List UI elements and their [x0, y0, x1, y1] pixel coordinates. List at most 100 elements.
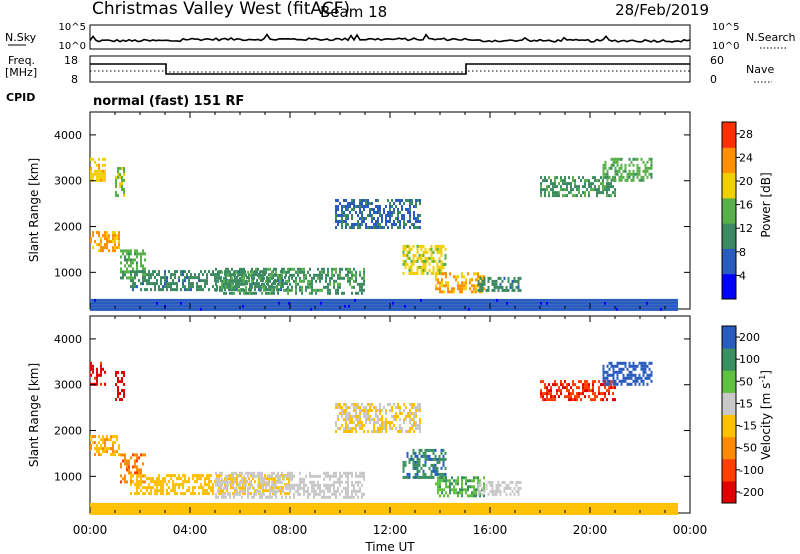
range-gate-cell: [90, 361, 92, 365]
range-gate-cell: [442, 460, 445, 464]
range-gate-cell: [371, 403, 373, 406]
range-gate-cell: [271, 276, 273, 280]
range-gate-cell: [354, 304, 356, 308]
range-gate-cell: [632, 373, 635, 377]
range-gate-cell: [227, 273, 229, 277]
range-gate-cell: [360, 304, 362, 308]
range-gate-cell: [311, 486, 313, 490]
range-gate-cell: [397, 403, 399, 406]
range-gate-cell: [479, 494, 481, 498]
range-gate-cell: [106, 450, 108, 454]
range-gate-cell: [452, 298, 454, 302]
range-gate-cell: [192, 502, 194, 506]
range-gate-cell: [347, 267, 349, 271]
range-gate-cell: [544, 176, 546, 180]
range-gate-cell: [526, 304, 528, 308]
range-gate-cell: [426, 271, 429, 275]
range-gate-cell: [614, 194, 616, 198]
range-gate-cell: [252, 511, 254, 515]
range-gate-cell: [616, 382, 619, 386]
range-gate-cell: [515, 480, 518, 484]
range-gate-cell: [292, 508, 294, 512]
range-gate-cell: [121, 377, 123, 380]
range-gate-cell: [128, 304, 130, 308]
range-gate-cell: [120, 267, 122, 271]
range-gate-cell: [132, 508, 134, 512]
range-gate-cell: [612, 178, 615, 182]
range-gate-cell: [353, 489, 355, 493]
range-gate-cell: [249, 285, 251, 289]
range-gate-cell: [168, 307, 170, 311]
range-gate-cell: [275, 474, 277, 478]
range-gate-cell: [365, 406, 367, 409]
range-gate-cell: [293, 486, 295, 490]
range-gate-cell: [104, 382, 106, 386]
range-gate-cell: [293, 495, 295, 499]
range-gate-cell: [307, 495, 309, 499]
range-gate-cell: [152, 511, 154, 515]
range-gate-cell: [501, 279, 504, 283]
range-gate-cell: [422, 475, 425, 479]
range-gate-cell: [243, 282, 245, 286]
range-gate-cell: [351, 471, 353, 475]
range-gate-cell: [251, 471, 253, 475]
range-gate-cell: [256, 301, 258, 305]
range-gate-cell: [144, 486, 146, 490]
range-gate-cell: [658, 307, 660, 311]
range-gate-cell: [422, 469, 425, 473]
range-gate-cell: [403, 202, 405, 205]
range-gate-cell: [154, 270, 156, 274]
range-gate-cell: [610, 301, 612, 305]
range-gate-cell: [98, 441, 100, 445]
range-gate-cell: [206, 307, 208, 311]
range-gate-cell: [265, 483, 267, 487]
range-gate-cell: [638, 298, 640, 302]
range-gate-cell: [437, 485, 439, 489]
range-gate-cell: [178, 279, 180, 283]
range-gate-cell: [624, 163, 627, 167]
range-gate-cell: [379, 409, 381, 412]
range-gate-cell: [136, 307, 138, 311]
range-gate-cell: [608, 367, 611, 371]
range-gate-cell: [215, 276, 217, 280]
range-gate-cell: [558, 301, 560, 305]
range-gate-cell: [602, 379, 605, 383]
range-gate-cell: [552, 383, 554, 387]
range-gate-cell: [184, 301, 186, 305]
range-gate-cell: [267, 474, 269, 478]
range-gate-cell: [436, 460, 439, 464]
range-gate-cell: [542, 301, 544, 305]
range-gate-cell: [434, 244, 437, 248]
range-gate-cell: [636, 172, 639, 176]
range-gate-cell: [122, 298, 124, 302]
range-gate-cell: [341, 489, 343, 493]
range-gate-cell: [371, 220, 373, 223]
range-gate-cell: [345, 223, 347, 226]
range-gate-cell: [612, 298, 614, 302]
range-gate-cell: [246, 508, 248, 512]
range-gate-cell: [598, 392, 600, 396]
range-gate-cell: [590, 188, 592, 192]
range-gate-cell: [586, 380, 588, 384]
range-gate-cell: [602, 367, 605, 371]
range-gate-cell: [231, 483, 233, 487]
range-gate-cell: [511, 288, 514, 292]
range-gate-cell: [228, 304, 230, 308]
range-gate-cell: [215, 282, 217, 286]
range-gate-cell: [600, 182, 602, 186]
range-gate-cell: [313, 495, 315, 499]
range-gate-cell: [432, 304, 434, 308]
range-gate-cell: [596, 304, 598, 308]
range-gate-cell: [544, 392, 546, 396]
range-gate-cell: [279, 477, 281, 481]
range-gate-cell: [590, 301, 592, 305]
range-gate-cell: [454, 301, 456, 305]
range-gate-cell: [98, 249, 100, 253]
range-gate-cell: [241, 471, 243, 475]
range-gate-cell: [614, 398, 616, 402]
range-gate-cell: [236, 285, 238, 289]
range-gate-cell: [349, 430, 351, 433]
range-gate-cell: [528, 307, 530, 311]
range-gate-cell: [444, 247, 447, 251]
range-gate-cell: [238, 301, 240, 305]
